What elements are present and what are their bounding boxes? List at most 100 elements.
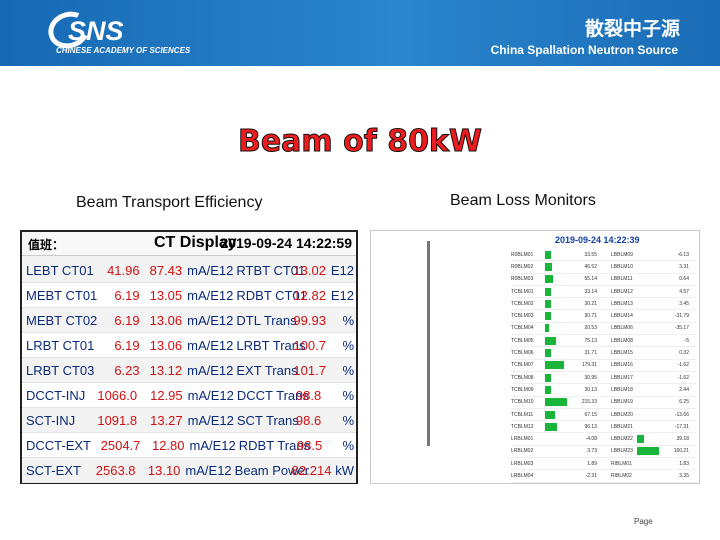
ct-unit2: E12 [330,287,354,303]
blm-name: LRBLM01 [511,436,534,443]
blm-bar-fill [545,299,551,308]
blm-name2: LBBLM21 [611,423,633,430]
ct-unit: mA/E12 [187,262,234,278]
ct-rows: LEBT CT01 41.96 87.43 mA/E12 RTBT CT01 13.02 E… [22,258,356,483]
blm-name: TCBLM11 [511,411,534,418]
blm-name2: LBBLM12 [611,288,633,295]
blm-value: 179.31 [581,362,597,369]
list-item: TCBLM10 215.33 LBBLM19 6.25 [511,397,697,409]
ct-value2: 101.7 [293,362,326,378]
blm-bar2 [637,349,661,357]
blm-bar-fill [545,275,554,284]
blm-value2: 3.45 [679,300,689,307]
blm-value2: 160.21 [673,448,689,455]
blm-name2: LBBLM11 [611,276,633,283]
blm-value: 30.95 [584,374,597,381]
blm-bar [545,299,569,308]
blm-bar2 [637,447,661,456]
header-banner: SNS CHINESE ACADEMY OF SCIENCES 散裂中子源 Ch… [0,0,720,66]
list-item: LRBLM04 -2.31 RIBLM02 3.35 [511,470,697,483]
blm-value2: -13.66 [674,411,689,418]
ct-unit2: % [342,412,354,428]
ct-name: SCT-EXT [26,462,81,478]
ct-value2: 99.93 [293,312,326,328]
blm-name: TCBLM01 [511,288,534,295]
ct-display-timestamp: 2019-09-24 14:22:59 [220,235,352,251]
ct-current: 6.19 [114,287,140,303]
blm-name2: LBBLM17 [611,374,633,381]
blm-bar2 [637,423,661,431]
ct-charge: 13.10 [147,462,181,478]
blm-name2: LBBLM19 [611,399,633,406]
blm-name: TCBLM05 [511,337,534,344]
blm-name: TCBLM08 [511,374,534,381]
ct-unit: mA/E12 [187,337,234,353]
blm-value2: 3.35 [679,472,689,479]
list-item: TCBLM07 179.31 LBBLM16 -1.62 [511,360,697,372]
blm-bar [545,447,569,455]
blm-name: LRBLM03 [511,460,534,467]
ct-display-header: 值班： CT Display 2019-09-24 14:22:59 [22,232,356,256]
ct-unit: mA/E12 [187,287,234,303]
table-row: DCCT-EXT 2504.7 12.80 mA/E12 RDBT Trans 98.5% [22,433,356,458]
blm-bar-fill [545,324,549,333]
blm-bar2 [637,300,661,308]
ct-charge: 87.43 [149,262,183,278]
ct-name2: LRBT Trans [236,337,306,353]
table-row: MEBT CT02 6.19 13.06 mA/E12 DTL Trans 99.93% [22,308,356,333]
ct-display-panel: 值班： CT Display 2019-09-24 14:22:59 LEBT … [20,230,358,484]
list-item: TCBLM03 30.71 LBBLM14 -31.79 [511,310,697,323]
blm-bar2 [637,275,661,283]
blm-value2: -5 [684,337,689,344]
left-heading: Beam Transport Efficiency [76,194,263,211]
blm-value: 20.53 [584,325,597,332]
blm-bar-fill [545,349,551,358]
blm-bar [545,349,569,358]
blm-value2: 39.18 [676,436,689,443]
right-heading: Beam Loss Monitors [450,192,596,209]
blm-bar-fill [545,336,556,345]
ct-name: SCT-INJ [26,412,76,428]
blm-panel: 2019-09-24 14:22:39 R0BLM01 33.55 LBBLM09 -… [370,230,700,484]
list-item: R0BLM01 33.55 LBBLM09 -6.13 [511,249,697,262]
ct-value2: 12.82 [293,287,326,303]
ct-name: MEBT CT01 [26,287,98,303]
blm-bar [545,385,569,394]
page-label: Page [634,517,653,526]
table-row: SCT-INJ 1091.8 13.27 mA/E12 SCT Trans 98.6% [22,408,356,433]
blm-name: TCBLM10 [511,399,534,406]
ct-unit: mA/E12 [187,312,234,328]
blm-value2: -17.31 [674,423,689,430]
ct-unit2: % [342,312,354,328]
blm-name2: LBBLM18 [611,386,633,393]
ct-charge: 13.06 [149,312,183,328]
ct-unit: mA/E12 [185,462,232,478]
blm-bar-fill [545,385,551,394]
ct-value2: 82.214 [291,462,332,478]
blm-bar [545,472,569,480]
blm-name: TCBLM09 [511,386,534,393]
list-item: TCBLM12 96.13 LBBLM21 -17.31 [511,421,697,434]
ct-value2: 13.02 [293,262,326,278]
ct-name2: Beam Power [234,462,310,478]
table-row: LRBT CT01 6.19 13.06 mA/E12 LRBT Trans 100.7% [22,333,356,358]
blm-name: TCBLM02 [511,300,534,307]
blm-value: 46.52 [584,263,597,270]
ct-unit2: % [342,387,354,403]
ct-name: DCCT-INJ [26,387,86,403]
blm-bar-fill [545,422,557,431]
chinese-title: 散裂中子源 [584,18,680,40]
blm-value: 67.15 [584,411,597,418]
blm-value2: 6.25 [679,399,689,406]
blm-value2: 2.44 [679,386,689,393]
blm-name2: LBBLM16 [611,362,633,369]
blm-bar [545,287,569,296]
blm-bar [545,373,569,382]
blm-bar [545,250,569,259]
blm-value: 33.14 [584,288,597,295]
blm-name: TCBLM03 [511,313,534,320]
blm-value: 1.89 [587,460,597,467]
blm-value2: 4.57 [679,288,689,295]
ct-current: 2563.8 [95,462,136,478]
blm-name: TCBLM07 [511,362,534,369]
